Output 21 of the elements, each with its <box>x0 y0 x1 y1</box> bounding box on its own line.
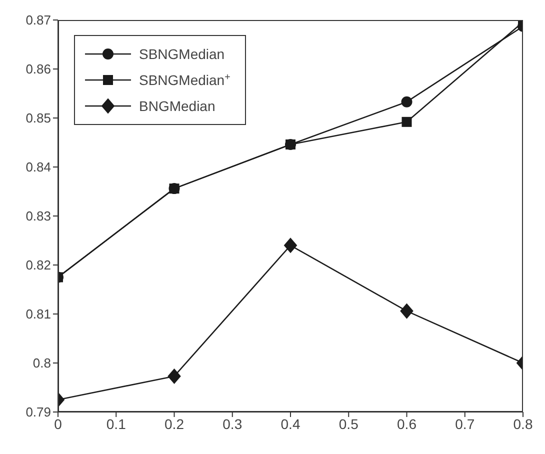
x-tick-label: 0.3 <box>222 416 242 432</box>
x-tick-label: 0.4 <box>280 416 300 432</box>
x-tick-label: 0.2 <box>164 416 184 432</box>
x-tick-label: 0.5 <box>338 416 359 432</box>
x-tick-label: 0.6 <box>397 416 417 432</box>
y-tick-label: 0.79 <box>26 404 51 420</box>
legend-label: SBNGMedian <box>139 46 225 62</box>
x-tick-label: 0 <box>54 416 62 432</box>
y-tick-label: 0.87 <box>26 12 51 28</box>
y-tick-label: 0.85 <box>26 110 51 126</box>
x-tick-label: 0.8 <box>513 416 533 432</box>
y-tick-label: 0.86 <box>26 62 51 77</box>
y-tick-label: 0.82 <box>26 258 51 273</box>
legend-label: BNGMedian <box>139 98 216 114</box>
y-tick-label: 0.8 <box>32 356 51 371</box>
x-tick-label: 0.1 <box>106 416 126 432</box>
y-tick-label: 0.83 <box>26 208 51 224</box>
x-tick-label: 0.7 <box>455 416 475 432</box>
y-tick-label: 0.81 <box>26 306 51 322</box>
legend-label: SBNGMedian$^{+}$ <box>139 72 231 88</box>
y-tick-label: 0.84 <box>26 160 51 175</box>
